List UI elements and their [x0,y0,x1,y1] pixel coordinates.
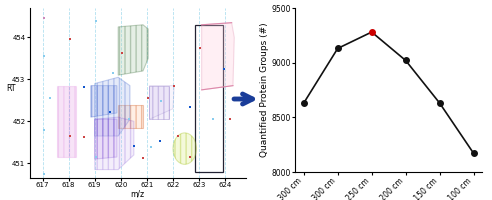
Polygon shape [95,117,134,170]
X-axis label: m/z: m/z [131,190,145,199]
Polygon shape [95,77,130,136]
Y-axis label: RT: RT [6,84,15,93]
Polygon shape [91,86,117,117]
Polygon shape [118,25,148,75]
Y-axis label: Quantified Protein Groups (#): Quantified Protein Groups (#) [260,23,269,157]
FancyBboxPatch shape [57,86,76,157]
FancyBboxPatch shape [150,86,169,119]
Ellipse shape [173,133,196,164]
Polygon shape [150,86,174,119]
Polygon shape [202,23,234,90]
Polygon shape [95,119,117,159]
FancyBboxPatch shape [118,105,143,128]
